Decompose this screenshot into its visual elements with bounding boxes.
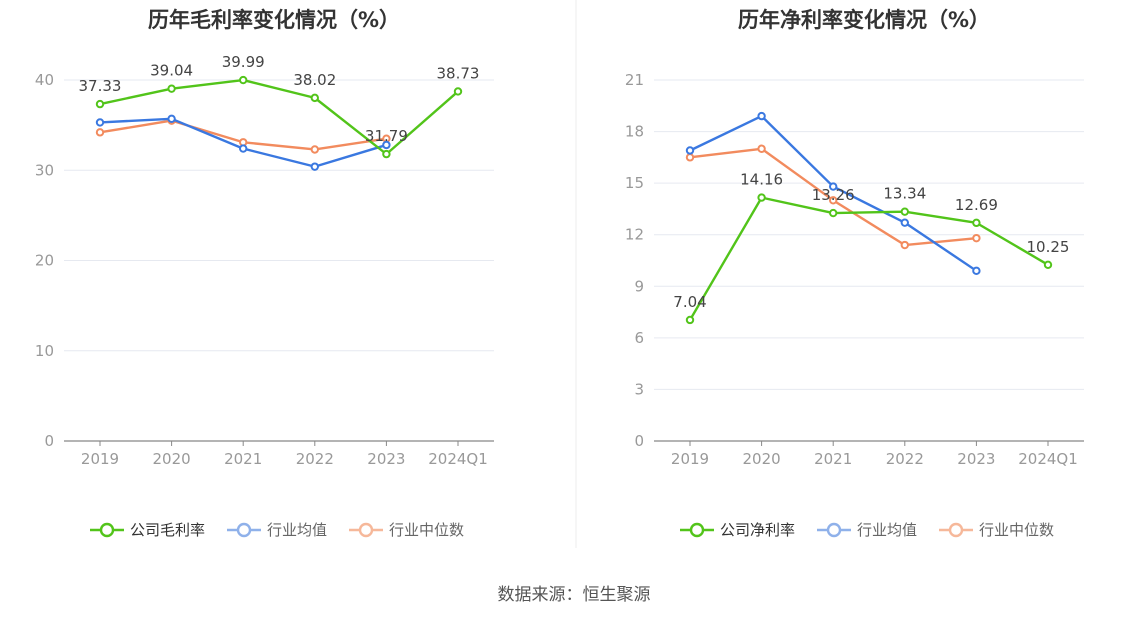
chart1-series-point-0: [239, 75, 248, 85]
chart2-series-point-1: [829, 182, 838, 191]
chart1-legend-swatch-marker: [99, 522, 115, 538]
chart1-y-tick-label: 30: [35, 161, 54, 179]
chart2-y-tick-label: 18: [625, 123, 644, 141]
chart1-series-point-1: [95, 118, 105, 127]
chart2-series-point-1: [972, 266, 981, 276]
chart1-x-tick-label: 2019: [81, 450, 119, 468]
chart1-x-tick-label: 2022: [296, 450, 334, 468]
chart1-data-label: 39.04: [150, 62, 193, 80]
chart1-legend-swatch-marker: [236, 522, 252, 538]
chart2-series-point-2: [900, 240, 909, 250]
chart2-y-tick-label: 9: [634, 277, 644, 295]
chart2-x-tick-label: 2022: [886, 450, 924, 468]
chart2-legend-label: 行业均值: [857, 521, 917, 539]
chart2-y-tick-label: 15: [625, 174, 644, 192]
chart2-legend-swatch-marker: [826, 522, 842, 538]
chart2-legend-swatch-marker: [948, 522, 964, 538]
chart2-data-label: 12.69: [955, 196, 998, 214]
chart2-data-label: 14.16: [740, 171, 783, 189]
chart1-x-tick-label: 2021: [224, 450, 262, 468]
chart1-y-tick-label: 20: [35, 252, 54, 270]
chart1-data-label: 37.33: [79, 77, 122, 95]
chart1-x-tick-label: 2023: [367, 450, 405, 468]
chart2-y-tick-label: 6: [634, 329, 644, 347]
chart2-series-point-2: [972, 233, 981, 243]
chart1-series-point-2: [310, 145, 319, 154]
chart1-data-label: 39.99: [222, 53, 265, 71]
chart2-y-tick-label: 12: [625, 226, 644, 244]
chart2-series-point-2: [685, 153, 695, 162]
chart1-series-point-1: [239, 144, 248, 153]
chart1-series-point-1: [310, 162, 319, 171]
chart2-series-point-2: [829, 196, 838, 205]
chart1-x-tick-label: 2024Q1: [428, 450, 488, 468]
chart1-x-tick-label: 2020: [153, 450, 191, 468]
source-note: 数据来源：恒生聚源: [497, 585, 651, 605]
chart1-legend-label: 公司毛利率: [130, 521, 205, 539]
chart2-x-tick-label: 2020: [743, 450, 781, 468]
chart2-y-tick-label: 0: [634, 432, 644, 450]
chart2-y-tick-label: 21: [625, 71, 644, 89]
chart2-series-point-2: [757, 144, 766, 153]
chart1-series-point-1: [167, 114, 176, 124]
chart1-y-tick-label: 10: [35, 342, 54, 360]
chart2-legend-swatch-marker: [689, 522, 705, 538]
chart1-legend-label: 行业均值: [267, 521, 327, 539]
chart2-series-point-0: [900, 207, 909, 216]
chart2-series-point-1: [757, 111, 766, 121]
chart1-series-line-0: [99, 78, 459, 156]
chart2-x-tick-label: 2021: [814, 450, 852, 468]
chart2-series-point-0: [829, 208, 838, 218]
chart2-series-point-1: [900, 218, 909, 227]
chart1-data-label: 31.79: [365, 127, 408, 145]
chart2-title: 历年净利率变化情况（%）: [738, 8, 990, 32]
chart2-data-label: 13.26: [812, 186, 855, 204]
chart2-x-tick-label: 2023: [957, 450, 995, 468]
chart2-data-label: 10.25: [1027, 238, 1070, 256]
chart1-series-point-1: [382, 140, 391, 150]
chart2-series-point-0: [972, 218, 981, 228]
chart1-series-point-2: [95, 128, 105, 137]
chart1-legend-label: 行业中位数: [389, 521, 464, 539]
chart2-x-tick-label: 2019: [671, 450, 709, 468]
chart1-title: 历年毛利率变化情况（%）: [148, 8, 400, 32]
chart1-series-point-0: [453, 87, 463, 96]
chart1-series-point-0: [382, 149, 391, 159]
chart2-series-point-0: [685, 315, 695, 325]
chart1-legend-swatch-marker: [358, 522, 374, 538]
chart2-x-tick-label: 2024Q1: [1018, 450, 1078, 468]
chart1-series-point-0: [310, 93, 319, 103]
chart1-data-label: 38.02: [293, 71, 336, 89]
chart2-series-line-0: [688, 196, 1049, 321]
chart2-series-point-0: [1043, 260, 1053, 269]
chart2-legend-label: 公司净利率: [720, 521, 795, 539]
chart1-y-tick-label: 0: [44, 432, 54, 450]
chart2-series-point-1: [685, 146, 695, 155]
chart2-y-tick-label: 3: [634, 380, 644, 398]
chart2-legend-label: 行业中位数: [979, 521, 1054, 539]
chart2-series-point-0: [757, 193, 766, 202]
chart1-series-point-0: [95, 99, 105, 109]
chart2-data-label: 13.34: [883, 185, 926, 203]
chart1-data-label: 38.73: [437, 64, 480, 82]
chart1-y-tick-label: 40: [35, 71, 54, 89]
chart2-data-label: 7.04: [673, 293, 706, 311]
chart1-series-point-0: [167, 84, 176, 93]
